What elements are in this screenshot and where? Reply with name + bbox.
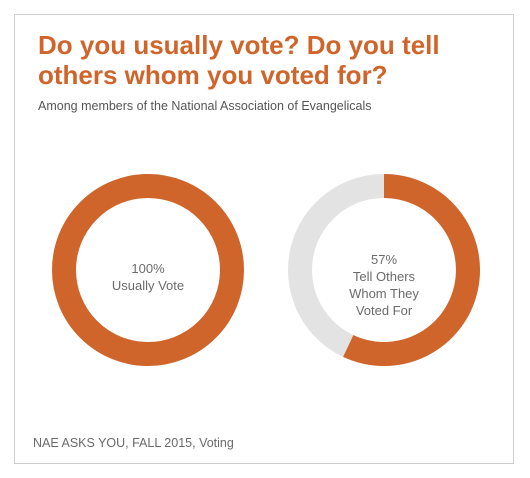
donut-2-category-label-line-3: Voted For (355, 303, 413, 318)
chart-frame (14, 14, 514, 464)
chart-title: Do you usually vote? Do you tell others … (38, 30, 440, 90)
donut-2-center-label: 57% Tell Others Whom They Voted For (324, 251, 444, 319)
donut-1-value-slice (52, 174, 244, 366)
donut-charts-svg (52, 174, 480, 366)
donut-2-category-label-line-1: Tell Others (352, 269, 416, 284)
donut-1-category-label: Usually Vote (111, 278, 185, 293)
chart-subtitle: Among members of the National Associatio… (38, 99, 372, 113)
donut-1-value-label: 100% (131, 261, 165, 276)
source-note: NAE ASKS YOU, FALL 2015, Voting (33, 436, 234, 450)
donut-1-center-label: 100% Usually Vote (88, 260, 208, 294)
donut-2-category-label-line-2: Whom They (349, 286, 419, 301)
donut-2-value-slice (343, 174, 480, 366)
donut-2-value-label: 57% (370, 252, 398, 267)
donut-charts: 100% Usually Vote 57% Tell Others Whom T… (30, 160, 500, 400)
